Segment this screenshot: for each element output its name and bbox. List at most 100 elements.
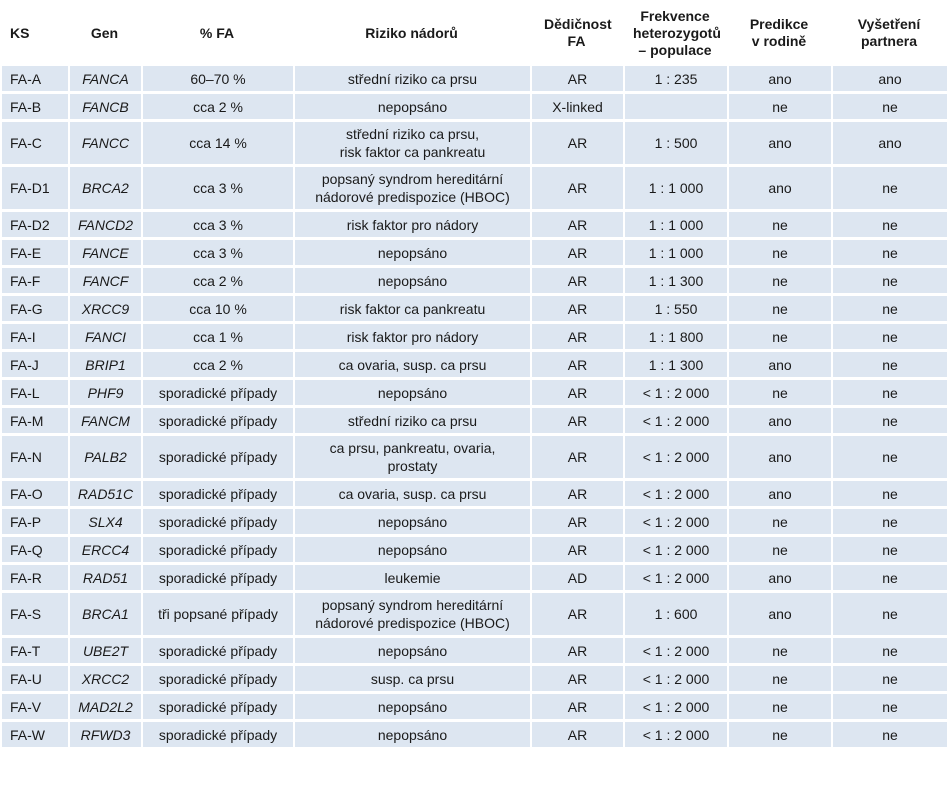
cell-partner: ne — [831, 212, 947, 237]
cell-riziko: leukemie — [293, 565, 530, 590]
header-partner: Vyšetření partnera — [831, 3, 947, 63]
cell-riziko: nepopsáno — [293, 380, 530, 405]
cell-predikce: ne — [727, 296, 831, 321]
cell-dedicnost: AR — [530, 240, 623, 265]
cell-dedicnost: AR — [530, 408, 623, 433]
cell-frekvence: < 1 : 2 000 — [623, 481, 727, 506]
cell-fa: sporadické případy — [141, 666, 293, 691]
cell-partner: ne — [831, 638, 947, 663]
header-ks: KS — [2, 3, 68, 63]
cell-gen: MAD2L2 — [68, 694, 141, 719]
cell-riziko: risk faktor ca pankreatu — [293, 296, 530, 321]
cell-partner: ne — [831, 722, 947, 747]
cell-frekvence: 1 : 1 000 — [623, 240, 727, 265]
cell-ks: FA-B — [2, 94, 68, 119]
table-row: FA-B FANCB cca 2 % nepopsáno X-linked ne ne — [2, 94, 947, 119]
cell-gen: SLX4 — [68, 509, 141, 534]
cell-riziko: nepopsáno — [293, 537, 530, 562]
cell-gen: FANCC — [68, 122, 141, 164]
table-row: FA-I FANCI cca 1 % risk faktor pro nádory AR… — [2, 324, 947, 349]
cell-riziko: nepopsáno — [293, 638, 530, 663]
cell-riziko: ca prsu, pankreatu, ovaria, prostaty — [293, 436, 530, 478]
cell-dedicnost: AR — [530, 509, 623, 534]
cell-dedicnost: AR — [530, 296, 623, 321]
table-row: FA-S BRCA1 tři popsané případy popsaný synd… — [2, 593, 947, 635]
cell-dedicnost: AR — [530, 122, 623, 164]
cell-frekvence — [623, 94, 727, 119]
cell-gen: RFWD3 — [68, 722, 141, 747]
cell-predikce: ano — [727, 481, 831, 506]
cell-partner: ano — [831, 122, 947, 164]
table-row: FA-W RFWD3 sporadické případy nepopsáno AR < … — [2, 722, 947, 747]
cell-riziko: nepopsáno — [293, 240, 530, 265]
cell-ks: FA-Q — [2, 537, 68, 562]
cell-gen: BRCA2 — [68, 167, 141, 209]
cell-riziko: risk faktor pro nádory — [293, 212, 530, 237]
table-body: FA-A FANCA 60–70 % střední riziko ca prsu AR… — [2, 66, 947, 747]
cell-frekvence: 1 : 1 300 — [623, 268, 727, 293]
cell-gen: FANCF — [68, 268, 141, 293]
cell-dedicnost: X-linked — [530, 94, 623, 119]
cell-riziko: susp. ca prsu — [293, 666, 530, 691]
cell-predikce: ne — [727, 666, 831, 691]
cell-ks: FA-E — [2, 240, 68, 265]
cell-riziko: střední riziko ca prsu — [293, 66, 530, 91]
cell-frekvence: < 1 : 2 000 — [623, 565, 727, 590]
cell-frekvence: 1 : 600 — [623, 593, 727, 635]
cell-partner: ne — [831, 352, 947, 377]
cell-ks: FA-C — [2, 122, 68, 164]
cell-frekvence: < 1 : 2 000 — [623, 537, 727, 562]
cell-ks: FA-F — [2, 268, 68, 293]
header-fa: % FA — [141, 3, 293, 63]
cell-fa: cca 3 % — [141, 167, 293, 209]
cell-dedicnost: AR — [530, 722, 623, 747]
cell-fa: cca 3 % — [141, 212, 293, 237]
cell-partner: ne — [831, 94, 947, 119]
cell-fa: sporadické případy — [141, 380, 293, 405]
cell-frekvence: < 1 : 2 000 — [623, 694, 727, 719]
cell-partner: ne — [831, 324, 947, 349]
cell-partner: ne — [831, 593, 947, 635]
cell-predikce: ne — [727, 268, 831, 293]
cell-riziko: nepopsáno — [293, 94, 530, 119]
cell-fa: tři popsané případy — [141, 593, 293, 635]
cell-dedicnost: AR — [530, 666, 623, 691]
cell-partner: ne — [831, 296, 947, 321]
cell-frekvence: 1 : 500 — [623, 122, 727, 164]
cell-ks: FA-J — [2, 352, 68, 377]
cell-partner: ne — [831, 436, 947, 478]
cell-fa: cca 3 % — [141, 240, 293, 265]
cell-ks: FA-G — [2, 296, 68, 321]
cell-ks: FA-A — [2, 66, 68, 91]
cell-frekvence: < 1 : 2 000 — [623, 436, 727, 478]
cell-predikce: ne — [727, 722, 831, 747]
header-dedicnost: Dědičnost FA — [530, 3, 623, 63]
table-row: FA-A FANCA 60–70 % střední riziko ca prsu AR… — [2, 66, 947, 91]
cell-fa: 60–70 % — [141, 66, 293, 91]
table-row: FA-O RAD51C sporadické případy ca ovaria, s… — [2, 481, 947, 506]
cell-predikce: ne — [727, 537, 831, 562]
table-row: FA-C FANCC cca 14 % střední riziko ca prsu,… — [2, 122, 947, 164]
cell-partner: ne — [831, 240, 947, 265]
table-row: FA-T UBE2T sporadické případy nepopsáno AR < … — [2, 638, 947, 663]
cell-fa: cca 2 % — [141, 268, 293, 293]
cell-riziko: ca ovaria, susp. ca prsu — [293, 352, 530, 377]
cell-dedicnost: AR — [530, 212, 623, 237]
cell-predikce: ne — [727, 694, 831, 719]
header-gen: Gen — [68, 3, 141, 63]
cell-predikce: ne — [727, 638, 831, 663]
cell-gen: FANCD2 — [68, 212, 141, 237]
cell-riziko: ca ovaria, susp. ca prsu — [293, 481, 530, 506]
cell-gen: FANCI — [68, 324, 141, 349]
cell-ks: FA-T — [2, 638, 68, 663]
cell-riziko: risk faktor pro nádory — [293, 324, 530, 349]
cell-riziko: popsaný syndrom hereditární nádorové pre… — [293, 593, 530, 635]
cell-predikce: ano — [727, 352, 831, 377]
cell-dedicnost: AD — [530, 565, 623, 590]
cell-dedicnost: AR — [530, 436, 623, 478]
fanconi-anemia-table: KS Gen % FA Riziko nádorů Dědičnost FA F… — [2, 0, 947, 750]
cell-dedicnost: AR — [530, 481, 623, 506]
table-header: KS Gen % FA Riziko nádorů Dědičnost FA F… — [2, 3, 947, 63]
header-riziko: Riziko nádorů — [293, 3, 530, 63]
cell-partner: ne — [831, 167, 947, 209]
